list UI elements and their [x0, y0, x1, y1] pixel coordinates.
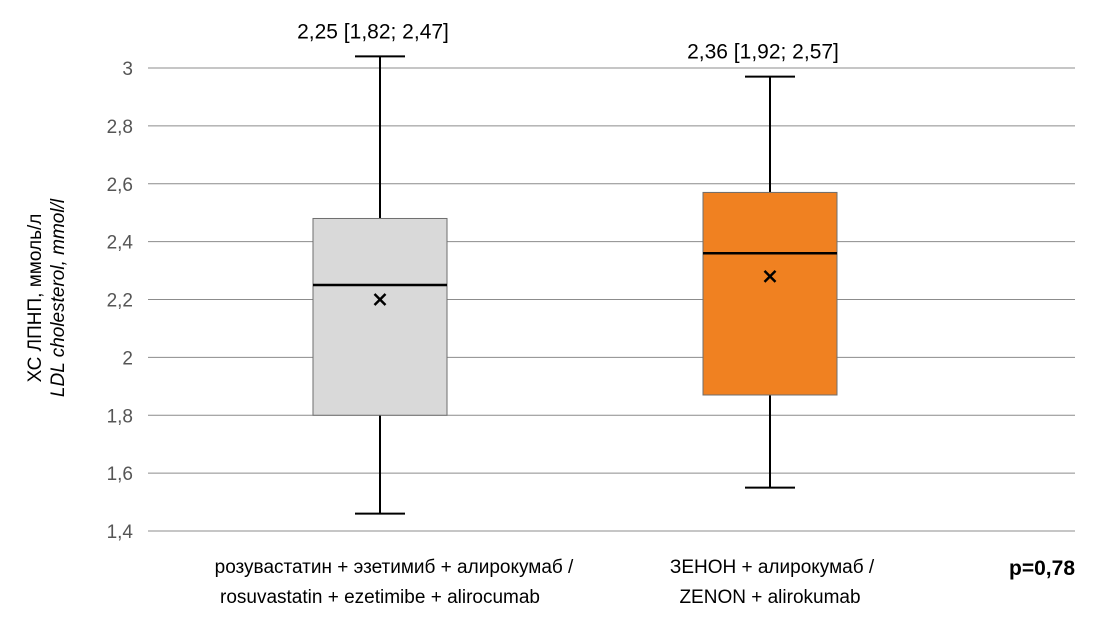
box-group: 2,25 [1,82; 2,47] розувастатин + эзетимиб…: [215, 20, 574, 608]
boxes: 2,25 [1,82; 2,47] розувастатин + эзетимиб…: [215, 20, 875, 608]
median-iqr-annotation: 2,36 [1,92; 2,57]: [687, 41, 839, 64]
y-tick-label: 2,2: [107, 291, 133, 312]
category-label-en: ZENON + alirokumab: [679, 587, 860, 608]
y-tick-label: 3: [122, 59, 133, 80]
category-label-en: rosuvastatin + ezetimibe + alirocumab: [220, 587, 540, 608]
box-rect: [702, 191, 838, 396]
y-axis-label: ХС ЛПНП, ммоль/л LDL cholesterol, mmol/l: [25, 198, 69, 397]
y-tick-label: 2,4: [107, 233, 134, 254]
median-iqr-annotation: 2,25 [1,82; 2,47]: [297, 20, 449, 43]
y-tick-label: 2,8: [107, 117, 133, 138]
y-axis-label-en: LDL cholesterol, mmol/l: [48, 198, 69, 397]
p-value-label: p=0,78: [1009, 557, 1075, 580]
y-tick-label: 2: [122, 348, 133, 369]
y-axis-label-ru: ХС ЛПНП, ммоль/л: [25, 214, 46, 383]
gridlines: [148, 67, 1075, 532]
y-tick-label: 1,6: [107, 464, 133, 485]
box-rect: [312, 217, 448, 416]
y-tick-label: 1,4: [107, 522, 134, 543]
mean-marker-stroke: [763, 269, 777, 283]
y-tick-label: 1,8: [107, 406, 133, 427]
mean-marker-stroke: [373, 293, 387, 306]
y-tick-label: 2,6: [107, 175, 133, 196]
category-label-ru: розувастатин + эзетимиб + алирокумаб /: [215, 557, 574, 578]
category-label-ru: ЗЕНОН + алирокумаб /: [670, 557, 875, 578]
y-axis-tick-labels: 1,4 1,6 1,8 2 2,2 2,4 2,6 2,8 3: [107, 59, 134, 543]
box-group: 2,36 [1,92; 2,57] ЗЕНОН + алирокумаб / ZEN…: [670, 41, 875, 608]
